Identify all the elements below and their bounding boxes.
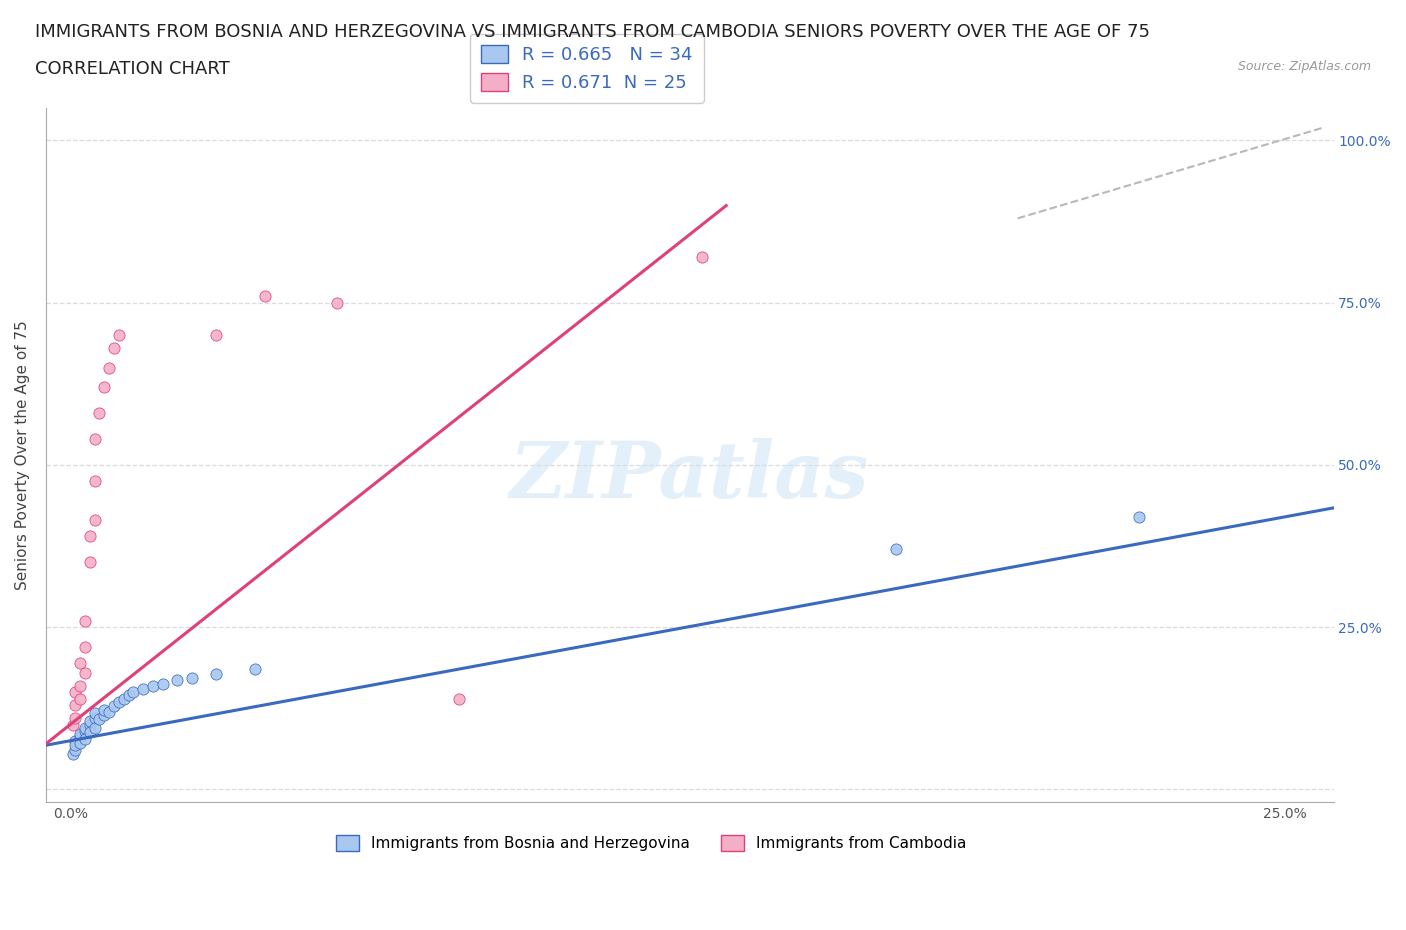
- Point: [63, 733, 86, 748]
- Point: [73, 613, 96, 628]
- Point: [73, 721, 96, 736]
- Point: [152, 677, 174, 692]
- Text: CORRELATION CHART: CORRELATION CHART: [35, 60, 231, 78]
- Point: [69, 736, 91, 751]
- Point: [83, 473, 105, 488]
- Point: [83, 711, 105, 725]
- Point: [83, 432, 105, 446]
- Point: [884, 542, 907, 557]
- Text: IMMIGRANTS FROM BOSNIA AND HERZEGOVINA VS IMMIGRANTS FROM CAMBODIA SENIORS POVER: IMMIGRANTS FROM BOSNIA AND HERZEGOVINA V…: [35, 23, 1150, 41]
- Point: [63, 737, 86, 752]
- Point: [180, 671, 202, 685]
- Point: [93, 379, 115, 394]
- Point: [89, 711, 111, 726]
- Point: [69, 730, 91, 745]
- Point: [112, 691, 135, 706]
- Point: [447, 691, 470, 706]
- Point: [98, 360, 121, 375]
- Legend: Immigrants from Bosnia and Herzegovina, Immigrants from Cambodia: Immigrants from Bosnia and Herzegovina, …: [330, 829, 973, 857]
- Point: [79, 717, 101, 732]
- Point: [1128, 510, 1150, 525]
- Point: [62, 746, 84, 761]
- Point: [166, 673, 188, 688]
- Point: [63, 684, 86, 699]
- Point: [103, 340, 125, 355]
- Point: [93, 708, 115, 723]
- Point: [73, 724, 96, 738]
- Point: [63, 711, 86, 725]
- Point: [79, 529, 101, 544]
- Text: ZIPatlas: ZIPatlas: [510, 438, 869, 514]
- Point: [122, 684, 145, 699]
- Point: [83, 705, 105, 720]
- Point: [79, 724, 101, 739]
- Point: [79, 555, 101, 570]
- Point: [93, 703, 115, 718]
- Text: Source: ZipAtlas.com: Source: ZipAtlas.com: [1237, 60, 1371, 73]
- Point: [83, 512, 105, 527]
- Point: [108, 695, 131, 710]
- Point: [73, 731, 96, 746]
- Point: [205, 327, 228, 342]
- Point: [73, 639, 96, 654]
- Point: [132, 682, 155, 697]
- Point: [73, 665, 96, 680]
- Point: [243, 662, 266, 677]
- Point: [117, 688, 139, 703]
- Point: [103, 699, 125, 714]
- Point: [69, 656, 91, 671]
- Point: [690, 250, 713, 265]
- Point: [326, 295, 349, 310]
- Point: [142, 678, 165, 693]
- Point: [205, 667, 228, 682]
- Point: [83, 721, 105, 736]
- Point: [62, 717, 84, 732]
- Point: [69, 691, 91, 706]
- Point: [63, 698, 86, 712]
- Point: [108, 327, 131, 342]
- Y-axis label: Seniors Poverty Over the Age of 75: Seniors Poverty Over the Age of 75: [15, 320, 30, 590]
- Point: [253, 288, 276, 303]
- Point: [69, 727, 91, 742]
- Point: [63, 743, 86, 758]
- Point: [69, 678, 91, 693]
- Point: [89, 405, 111, 420]
- Point: [98, 704, 121, 719]
- Point: [79, 714, 101, 729]
